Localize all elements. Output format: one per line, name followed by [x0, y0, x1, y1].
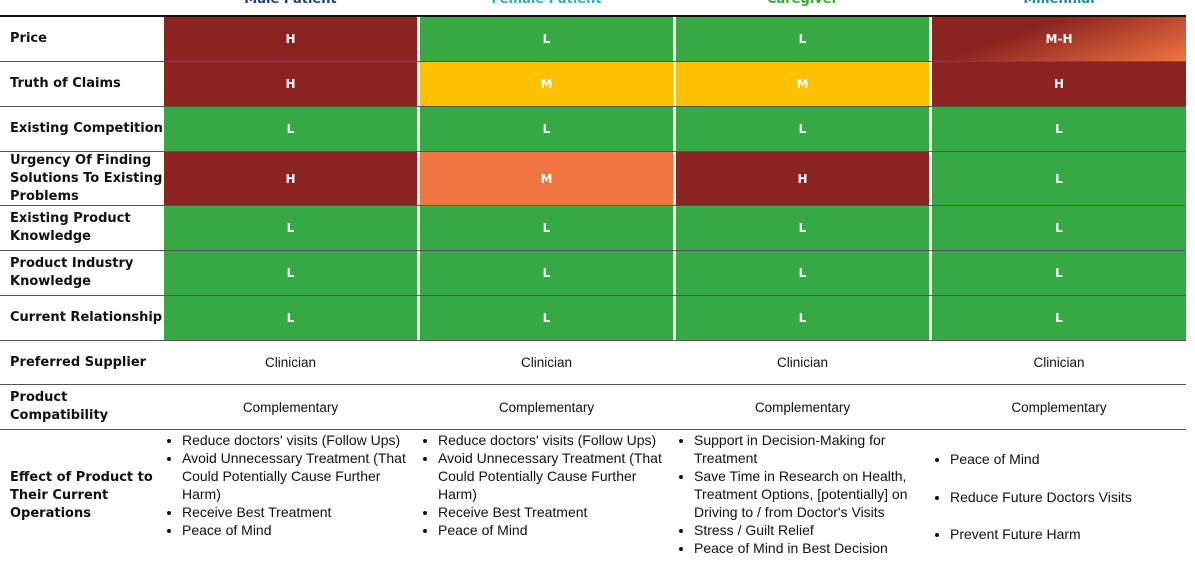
row-label: Existing Competition [10, 121, 163, 136]
text-cell: Clinician [1033, 355, 1085, 370]
bullet-item: Reduce Future Doctors Visits [950, 488, 1182, 506]
row-label: Effect of Product to Their Current Opera… [10, 470, 153, 521]
row-label: Preferred Supplier [10, 354, 147, 370]
row-label: Existing Product Knowledge [10, 211, 131, 244]
text-cell: Complementary [1011, 399, 1107, 415]
bullet-list: Reduce doctors' visits (Follow Ups)Avoid… [164, 430, 417, 562]
row-label: Product Industry Knowledge [10, 256, 134, 289]
rating-cell: L [420, 296, 673, 340]
bullet-item: Peace of Mind [438, 521, 669, 539]
row-rule [0, 250, 1186, 251]
rating-cell: M [676, 62, 929, 106]
rating-cell: L [164, 107, 417, 151]
rating-cell: L [420, 17, 673, 61]
rating-cell: H [676, 152, 929, 205]
row-label: Product Compatibility [10, 390, 109, 423]
column-header: Caregiver [676, 0, 929, 7]
rating-cell: M [420, 152, 673, 205]
row-rule [0, 340, 1186, 341]
header-rule [0, 15, 1186, 17]
rating-cell: M-H [932, 17, 1186, 61]
bullet-item: Receive Best Treatment [182, 503, 413, 521]
row-label: Current Relationship [10, 310, 163, 325]
bullet-item: Peace of Mind [182, 521, 413, 539]
row-label: Price [10, 31, 47, 46]
rating-cell: H [164, 62, 417, 106]
bullet-item: Peace of Mind [950, 450, 1182, 468]
rating-cell: H [932, 62, 1186, 106]
rating-cell: L [932, 296, 1186, 340]
rating-cell: L [420, 206, 673, 250]
text-cell: Clinician [264, 355, 317, 370]
bullet-list: Reduce doctors' visits (Follow Ups)Avoid… [420, 430, 673, 562]
column-header: Female Patient [420, 0, 673, 7]
column-header: Millennial [932, 0, 1186, 7]
rating-cell: L [932, 152, 1186, 205]
row-rule [0, 106, 1186, 107]
row-rule [0, 295, 1186, 296]
text-cell: Complementary [498, 399, 595, 415]
row-label: Urgency Of Finding Solutions To Existing… [10, 152, 163, 204]
bullet-item: Support in Decision-Making for Treatment [694, 431, 925, 467]
rating-cell: L [676, 17, 929, 61]
rating-cell: L [420, 251, 673, 295]
bullet-item: Avoid Unnecessary Treatment (That Could … [182, 449, 413, 503]
bullet-list: Support in Decision-Making for Treatment… [676, 430, 929, 562]
bullet-item: Reduce doctors' visits (Follow Ups) [182, 431, 413, 449]
rating-cell: L [420, 107, 673, 151]
bullet-list: Peace of Mind Reduce Future Doctors Visit… [932, 430, 1186, 562]
rating-cell: H [164, 152, 417, 205]
row-label: Truth of Claims [10, 76, 121, 91]
rating-cell: L [164, 296, 417, 340]
rating-cell: L [932, 206, 1186, 250]
row-rule [0, 384, 1186, 385]
rating-cell: L [164, 251, 417, 295]
bullet-item: Stress / Guilt Relief [694, 521, 925, 539]
rating-cell: L [932, 251, 1186, 295]
rating-cell: L [676, 296, 929, 340]
bullet-item: Save Time in Research on Health, Treatme… [694, 467, 925, 521]
rating-cell: M [420, 62, 673, 106]
rating-cell: L [164, 206, 417, 250]
rating-cell: L [676, 251, 929, 295]
row-rule [0, 429, 1186, 430]
bullet-item: Peace of Mind in Best Decision [694, 539, 925, 557]
rating-cell: L [676, 206, 929, 250]
rating-cell: H [164, 17, 417, 61]
text-cell: Complementary [242, 399, 339, 415]
row-rule [0, 205, 1186, 206]
bullet-item: Receive Best Treatment [438, 503, 669, 521]
row-rule [0, 61, 1186, 62]
column-header: Male Patient [164, 0, 417, 7]
bullet-item: Reduce doctors' visits (Follow Ups) [438, 431, 669, 449]
row-rule [0, 151, 1186, 152]
rating-cell: L [676, 107, 929, 151]
rating-cell: L [932, 107, 1186, 151]
text-cell: Clinician [776, 355, 829, 370]
bullet-item: Prevent Future Harm [950, 525, 1182, 543]
text-cell: Clinician [520, 355, 573, 370]
text-cell: Complementary [754, 399, 851, 415]
bullet-item: Avoid Unnecessary Treatment (That Could … [438, 449, 669, 503]
